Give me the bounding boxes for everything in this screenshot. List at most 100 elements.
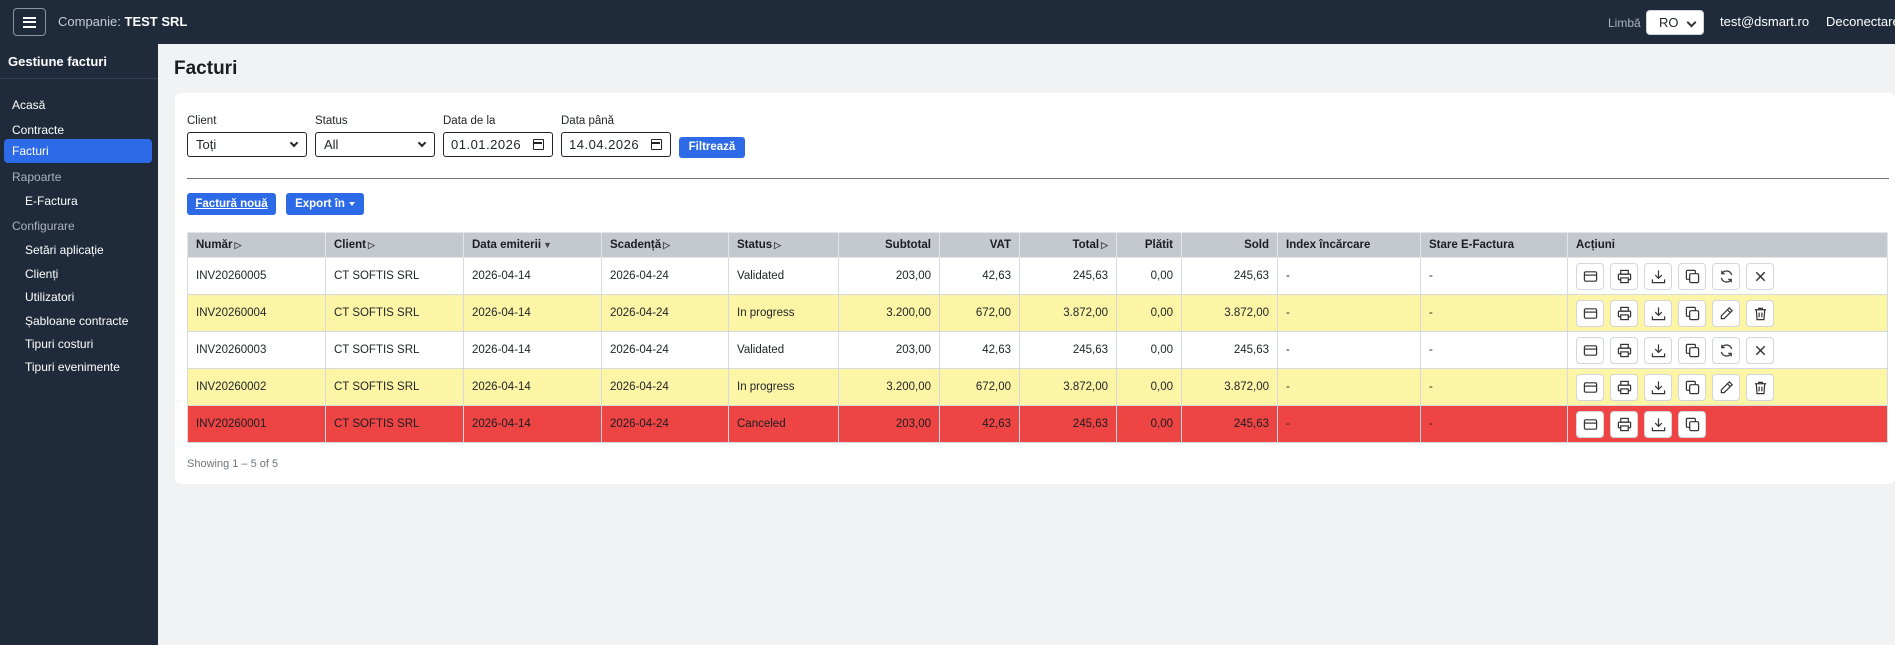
column-header-status[interactable]: Status ▷ (728, 232, 839, 258)
copy-icon (1685, 380, 1700, 395)
card-action-button[interactable] (1576, 410, 1604, 438)
card-action-button[interactable] (1576, 336, 1604, 364)
table-row[interactable]: INV20260004 CT SOFTIS SRL 2026-04-14 2026-0… (187, 294, 1888, 332)
download-action-button[interactable] (1644, 299, 1672, 327)
cell-status: Validated (728, 331, 839, 369)
cell-total: 245,63 (1019, 405, 1117, 443)
download-action-button[interactable] (1644, 262, 1672, 290)
sidebar-item-efactura[interactable]: E-Factura (25, 194, 78, 208)
status-filter-select[interactable]: All (315, 132, 435, 157)
card-icon (1583, 417, 1598, 432)
sidebar-item-tipuri-evenimente[interactable]: Tipuri evenimente (25, 360, 120, 374)
refresh-action-button[interactable] (1712, 262, 1740, 290)
edit-action-button[interactable] (1712, 299, 1740, 327)
sidebar-item-clienti[interactable]: Clienți (25, 267, 59, 281)
sidebar-item-acasa[interactable]: Acasă (12, 98, 46, 112)
column-header-index-incarcare: Index încărcare (1277, 232, 1421, 258)
cell-vat: 672,00 (939, 368, 1020, 406)
column-header-platit: Plătit (1116, 232, 1182, 258)
column-header-data-emiterii[interactable]: Data emiterii ▼ (463, 232, 602, 258)
card-action-button[interactable] (1576, 262, 1604, 290)
cell-due-date: 2026-04-24 (601, 257, 729, 295)
calendar-icon[interactable] (651, 139, 662, 150)
sidebar-item-setari[interactable]: Setări aplicație (25, 243, 104, 257)
calendar-icon[interactable] (533, 139, 544, 150)
copy-action-button[interactable] (1678, 262, 1706, 290)
close-action-button[interactable] (1746, 336, 1774, 364)
print-action-button[interactable] (1610, 410, 1638, 438)
logout-link[interactable]: Deconectare (1826, 14, 1895, 29)
client-filter-select[interactable]: Toți (187, 132, 307, 157)
print-action-button[interactable] (1610, 373, 1638, 401)
page-title: Facturi (174, 58, 238, 79)
sidebar-item-sabloane[interactable]: Șabloane contracte (25, 314, 129, 328)
table-header-row: Număr ▷ Client ▷ Data emiterii ▼ Scadență ▷ … (187, 232, 1888, 258)
column-header-total[interactable]: Total ▷ (1019, 232, 1117, 258)
new-invoice-button[interactable]: Factură nouă (187, 193, 276, 215)
copy-action-button[interactable] (1678, 410, 1706, 438)
table-row[interactable]: INV20260002 CT SOFTIS SRL 2026-04-14 2026-0… (187, 368, 1888, 406)
refresh-action-button[interactable] (1712, 336, 1740, 364)
download-action-button[interactable] (1644, 336, 1672, 364)
card-action-button[interactable] (1576, 373, 1604, 401)
chevron-down-icon (289, 138, 299, 148)
copy-action-button[interactable] (1678, 299, 1706, 327)
sidebar-item-tipuri-costuri[interactable]: Tipuri costuri (25, 337, 94, 351)
print-icon (1617, 380, 1632, 395)
cell-paid: 0,00 (1116, 331, 1182, 369)
cell-issue-date: 2026-04-14 (463, 294, 602, 332)
column-header-stare-efactura: Stare E-Factura (1420, 232, 1568, 258)
table-row[interactable]: INV20260001 CT SOFTIS SRL 2026-04-14 2026-0… (187, 405, 1888, 443)
trash-action-button[interactable] (1746, 373, 1774, 401)
sidebar-item-facturi[interactable]: Facturi (4, 139, 152, 163)
cell-balance: 245,63 (1181, 331, 1278, 369)
print-action-button[interactable] (1610, 336, 1638, 364)
card-icon (1583, 343, 1598, 358)
language-select[interactable]: RO (1646, 10, 1704, 35)
copy-action-button[interactable] (1678, 373, 1706, 401)
column-header-client[interactable]: Client ▷ (325, 232, 464, 258)
column-header-scadenta[interactable]: Scadență ▷ (601, 232, 729, 258)
export-dropdown-button[interactable]: Export în (286, 193, 364, 215)
card-action-button[interactable] (1576, 299, 1604, 327)
cell-total: 245,63 (1019, 257, 1117, 295)
sort-icon: ▷ (663, 240, 671, 250)
date-to-input[interactable]: 14.04.2026 (561, 132, 671, 157)
cell-subtotal: 203,00 (838, 405, 940, 443)
print-icon (1617, 306, 1632, 321)
download-action-button[interactable] (1644, 410, 1672, 438)
column-header-subtotal: Subtotal (838, 232, 940, 258)
print-icon (1617, 417, 1632, 432)
print-action-button[interactable] (1610, 262, 1638, 290)
close-action-button[interactable] (1746, 262, 1774, 290)
refresh-icon (1719, 343, 1734, 358)
cell-balance: 245,63 (1181, 257, 1278, 295)
column-header-vat: VAT (939, 232, 1020, 258)
invoices-table: Număr ▷ Client ▷ Data emiterii ▼ Scadență ▷ … (187, 232, 1888, 443)
cell-issue-date: 2026-04-14 (463, 257, 602, 295)
print-action-button[interactable] (1610, 299, 1638, 327)
column-header-sold: Sold (1181, 232, 1278, 258)
cell-balance: 245,63 (1181, 405, 1278, 443)
trash-icon (1753, 380, 1768, 395)
trash-action-button[interactable] (1746, 299, 1774, 327)
copy-action-button[interactable] (1678, 336, 1706, 364)
sidebar-title: Gestiune facturi (8, 54, 107, 69)
card-icon (1583, 380, 1598, 395)
sort-icon: ▷ (774, 240, 782, 250)
column-header-numar[interactable]: Număr ▷ (187, 232, 326, 258)
table-row[interactable]: INV20260005 CT SOFTIS SRL 2026-04-14 2026-0… (187, 257, 1888, 295)
edit-action-button[interactable] (1712, 373, 1740, 401)
export-label: Export în (295, 198, 345, 210)
table-row[interactable]: INV20260003 CT SOFTIS SRL 2026-04-14 2026-0… (187, 331, 1888, 369)
cell-actions (1567, 257, 1888, 295)
sidebar-item-utilizatori[interactable]: Utilizatori (25, 290, 75, 304)
sidebar-item-contracte[interactable]: Contracte (12, 123, 65, 137)
trash-icon (1753, 306, 1768, 321)
date-from-input[interactable]: 01.01.2026 (443, 132, 553, 157)
menu-toggle-button[interactable] (13, 8, 46, 36)
date-to-value: 14.04.2026 (569, 137, 640, 152)
filter-button[interactable]: Filtrează (679, 137, 745, 158)
download-action-button[interactable] (1644, 373, 1672, 401)
sort-icon: ▷ (234, 240, 242, 250)
